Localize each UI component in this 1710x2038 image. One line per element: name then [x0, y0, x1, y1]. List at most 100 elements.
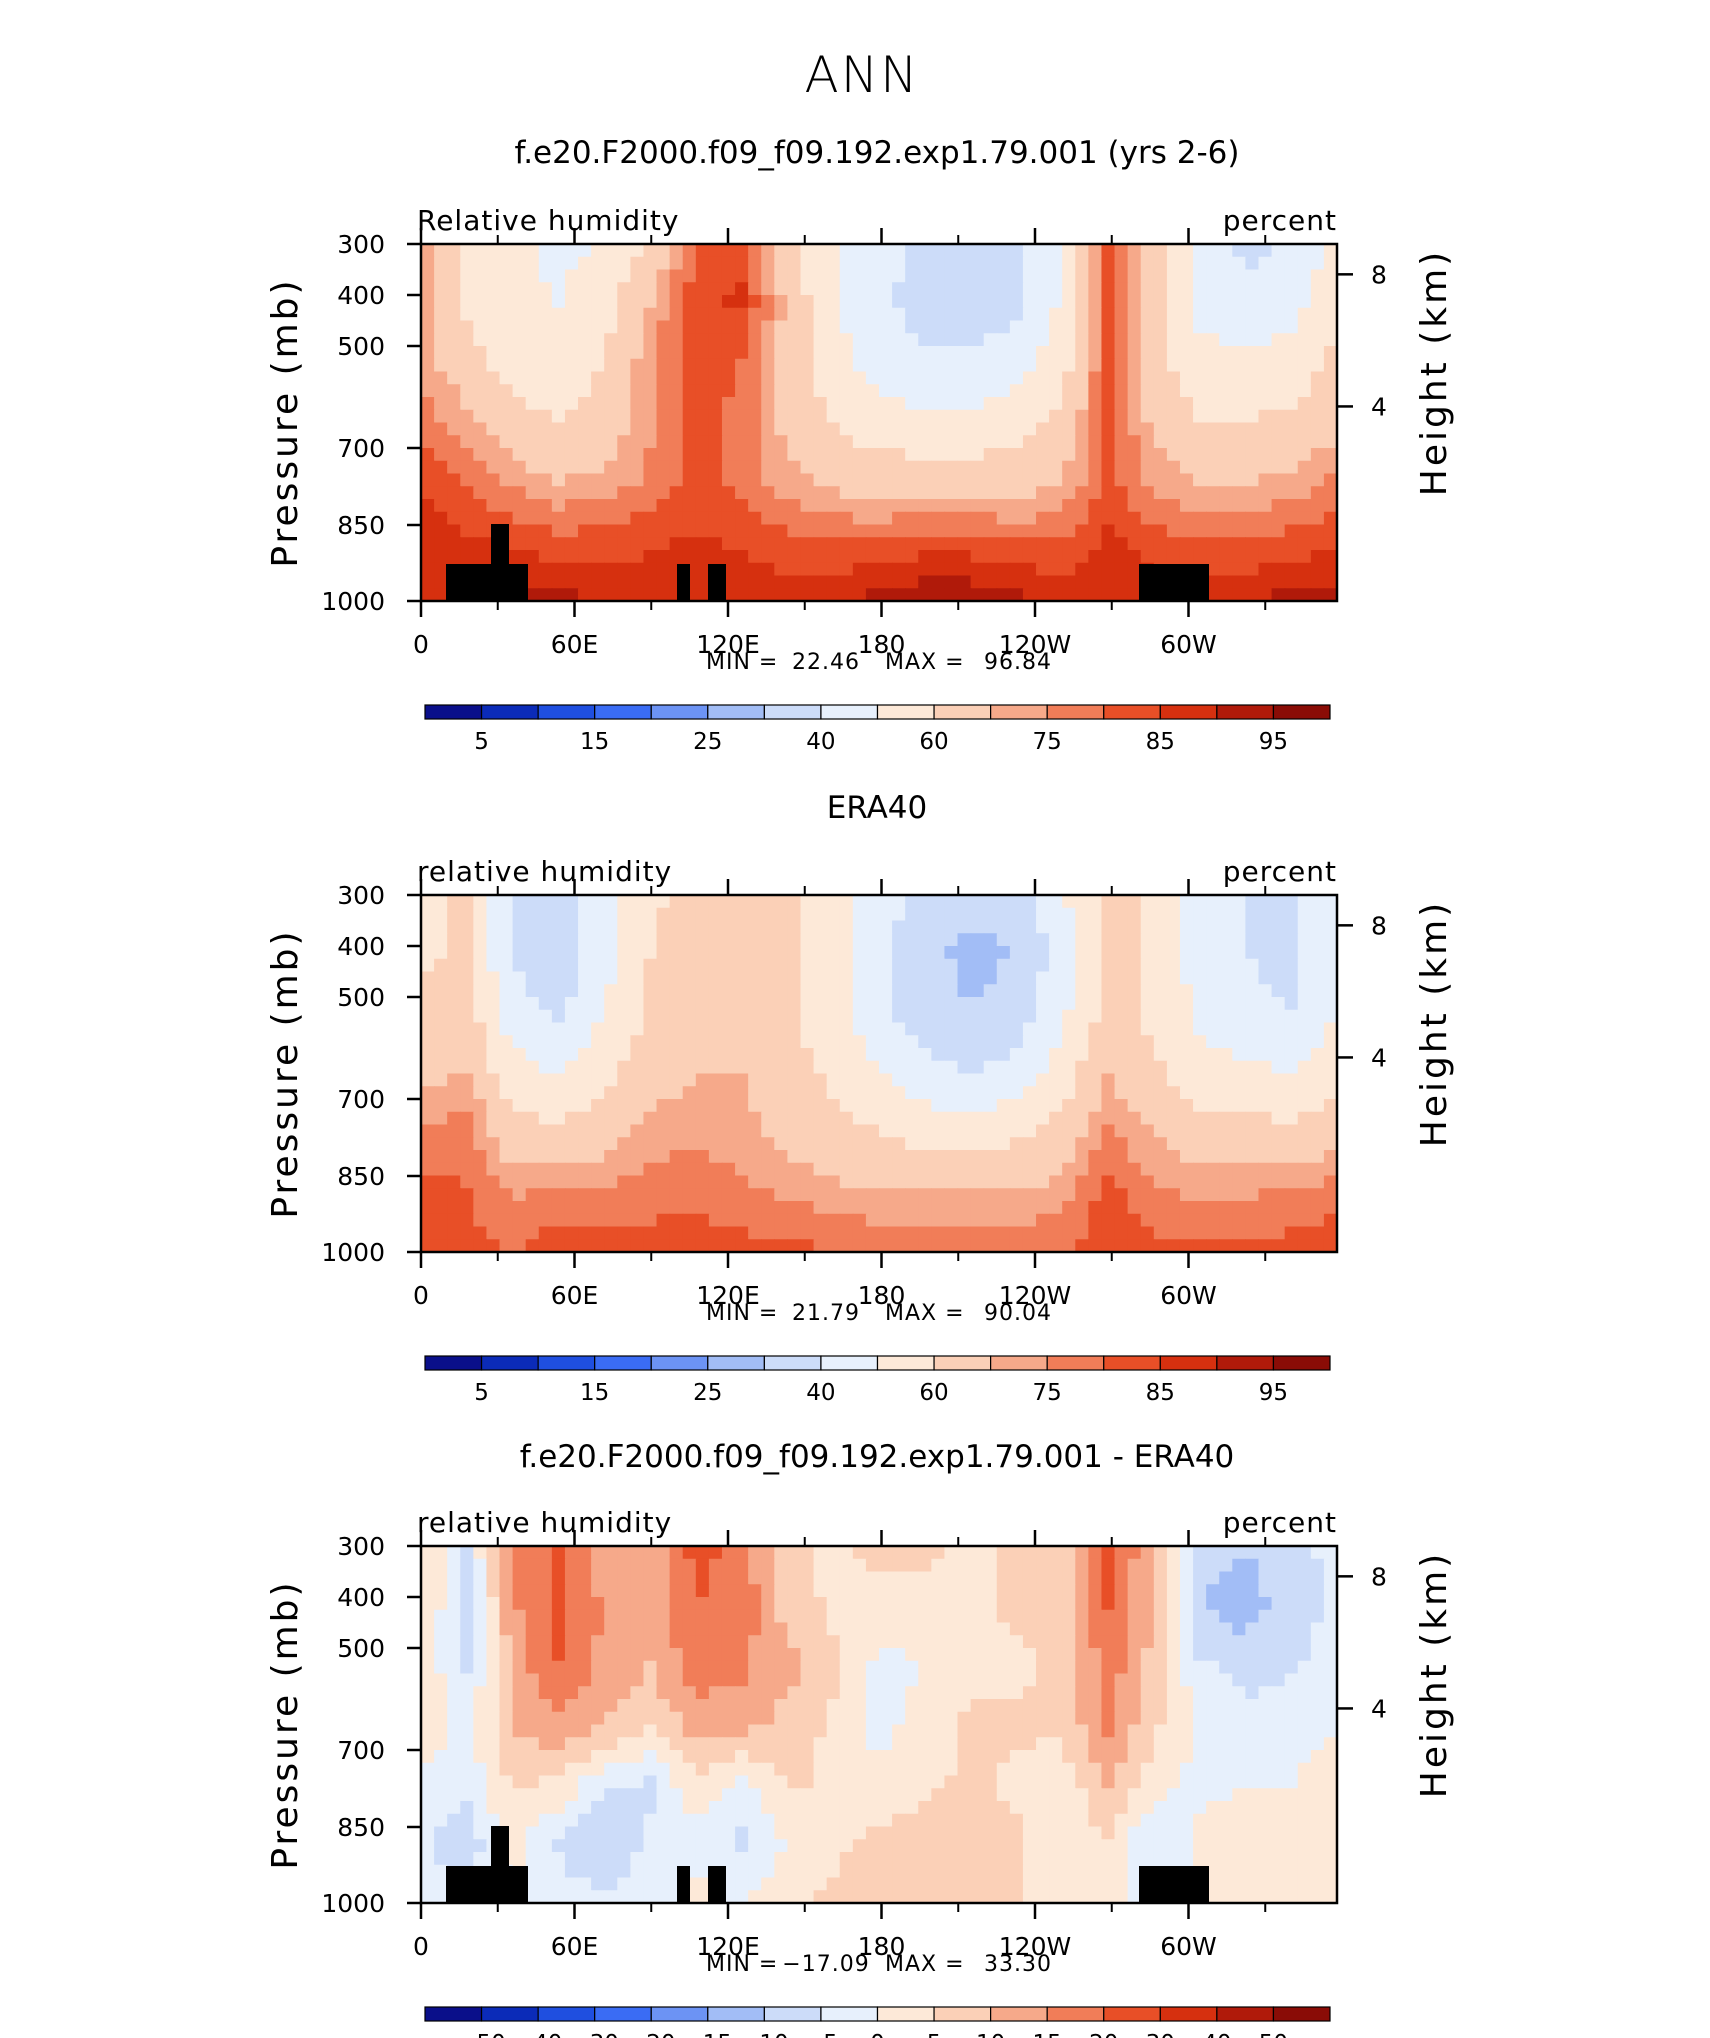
contour-cell: [905, 295, 919, 309]
contour-cell: [748, 588, 762, 602]
contour-cell: [525, 1099, 540, 1113]
contour-cell: [721, 1558, 736, 1573]
contour-cell: [735, 282, 749, 296]
contour-cell: [564, 1099, 579, 1113]
contour-cell: [1193, 346, 1207, 360]
contour-cell: [957, 575, 972, 589]
contour-cell: [460, 550, 474, 564]
contour-cell: [787, 511, 802, 526]
contour-cell: [983, 1226, 998, 1240]
contour-cell: [944, 333, 959, 347]
contour-cell: [1297, 971, 1312, 985]
contour-cell: [748, 409, 762, 424]
contour-cell: [931, 1622, 946, 1636]
contour-cell: [1297, 1137, 1312, 1151]
contour-cell: [1232, 550, 1246, 564]
contour-cell: [591, 1073, 605, 1087]
contour-cell: [761, 1188, 775, 1202]
contour-cell: [669, 895, 684, 909]
contour-cell: [434, 895, 448, 909]
contour-cell: [486, 958, 501, 973]
contour-cell: [774, 1213, 788, 1228]
contour-cell: [1310, 1022, 1325, 1036]
contour-cell: [918, 1213, 932, 1228]
contour-cell: [538, 1124, 553, 1138]
contour-cell: [447, 1239, 461, 1253]
contour-cell: [525, 409, 540, 424]
contour-cell: [1245, 448, 1260, 462]
contour-cell: [1075, 1673, 1089, 1687]
contour-cell: [460, 1213, 474, 1228]
contour-cell: [1062, 269, 1076, 283]
contour-cell: [826, 895, 841, 909]
contour-cell: [564, 1673, 579, 1687]
contour-cell: [1140, 511, 1155, 526]
contour-cell: [931, 895, 946, 909]
contour-cell: [748, 1137, 762, 1151]
contour-cell: [669, 1162, 684, 1177]
contour-cell: [1049, 895, 1063, 909]
contour-cell: [865, 511, 880, 526]
contour-cell: [1219, 895, 1233, 909]
contour-cell: [826, 1086, 841, 1100]
contour-cell: [839, 384, 854, 398]
contour-cell: [434, 384, 448, 398]
contour-cell: [1310, 1099, 1325, 1113]
colorbar-swatch: [650, 704, 709, 720]
contour-cell: [538, 486, 553, 500]
contour-cell: [1153, 1584, 1168, 1598]
contour-cell: [1232, 524, 1246, 538]
contour-cell: [1206, 384, 1220, 398]
contour-cell: [879, 1635, 893, 1649]
contour-cell: [1284, 1686, 1299, 1700]
contour-cell: [473, 256, 488, 271]
contour-cell: [617, 371, 631, 385]
contour-cell: [879, 588, 893, 602]
contour-cell: [499, 1635, 514, 1649]
y-tick-label: 300: [337, 230, 385, 259]
contour-cell: [1036, 1086, 1050, 1100]
contour-cell: [1323, 920, 1338, 934]
contour-cell: [630, 1188, 645, 1202]
contour-cell: [551, 1213, 566, 1228]
contour-cell: [879, 397, 893, 411]
contour-cell: [1193, 422, 1207, 436]
contour-cell: [905, 1086, 919, 1100]
colorbar-label: 95: [1259, 729, 1288, 755]
contour-cell: [905, 971, 919, 985]
contour-cell: [473, 971, 488, 985]
contour-cell: [434, 971, 448, 985]
contour-cell: [931, 346, 946, 360]
contour-cell: [1088, 1584, 1103, 1598]
contour-cell: [1127, 409, 1142, 424]
contour-cell: [1153, 1099, 1168, 1113]
contour-cell: [1284, 984, 1299, 998]
contour-cell: [1179, 295, 1194, 309]
contour-cell: [748, 524, 762, 538]
contour-cell: [813, 448, 828, 462]
contour-cell: [735, 1558, 749, 1573]
contour-cell: [473, 984, 488, 998]
contour-cell: [1297, 588, 1312, 602]
contour-cell: [499, 1226, 514, 1240]
contour-cell: [1062, 1597, 1076, 1611]
contour-cell: [852, 460, 867, 475]
contour-cell: [434, 920, 448, 934]
contour-cell: [643, 473, 658, 487]
contour-cell: [761, 320, 775, 334]
contour-cell: [1114, 933, 1129, 947]
contour-cell: [564, 1660, 579, 1675]
contour-cell: [1323, 1099, 1338, 1113]
contour-cell: [1271, 1239, 1286, 1253]
contour-cell: [1127, 244, 1142, 258]
contour-cell: [813, 384, 828, 398]
contour-cell: [1232, 397, 1246, 411]
contour-cell: [826, 907, 841, 922]
contour-cell: [434, 1111, 448, 1126]
contour-cell: [578, 282, 592, 296]
contour-cell: [761, 907, 775, 922]
contour-cell: [604, 1162, 618, 1177]
contour-cell: [525, 984, 540, 998]
y-tick-label: 700: [337, 1085, 385, 1114]
contour-cell: [669, 1060, 684, 1075]
